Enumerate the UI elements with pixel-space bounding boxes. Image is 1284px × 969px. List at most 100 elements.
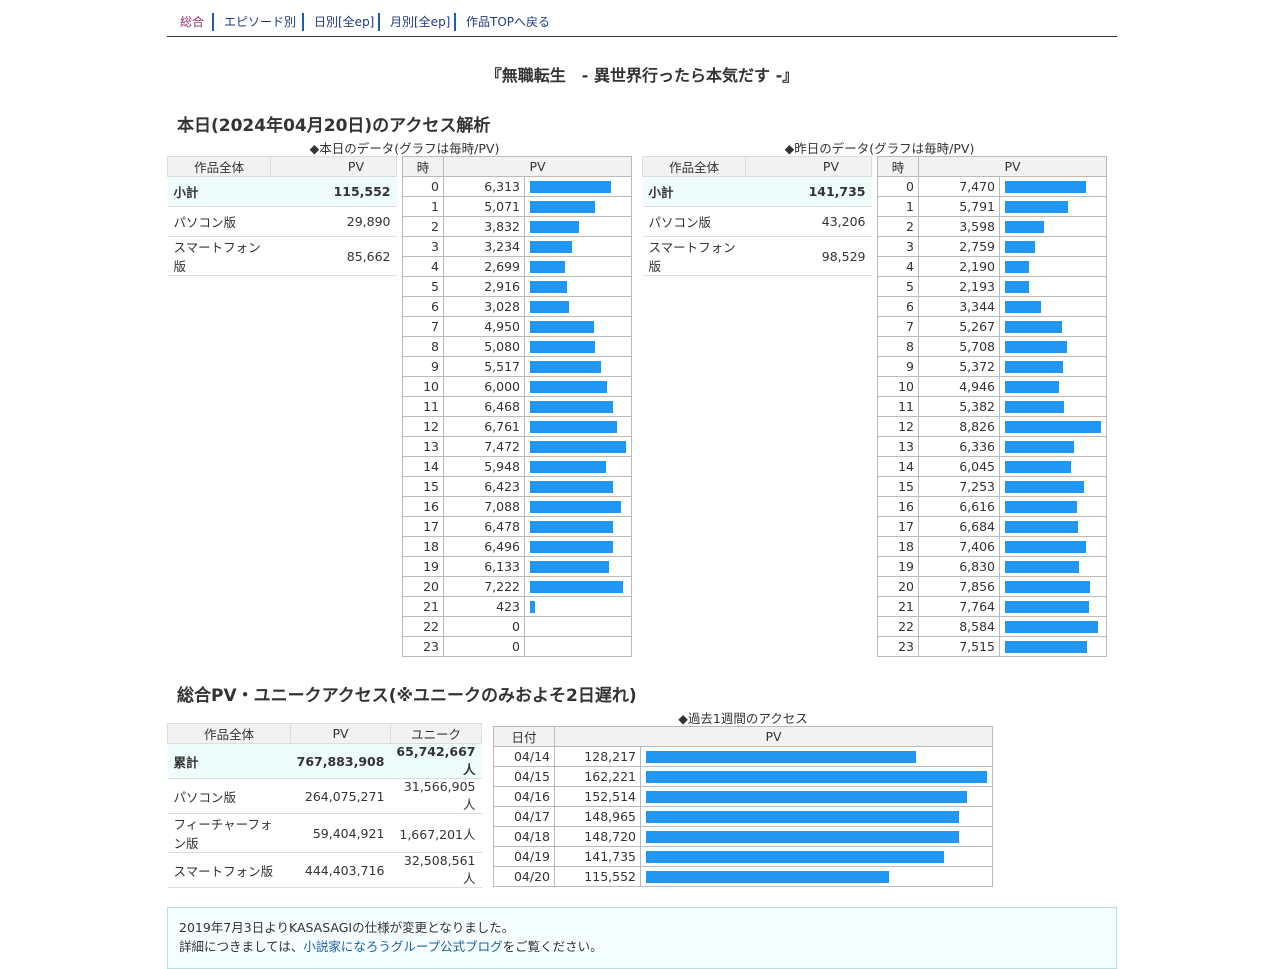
pv-cell: 141,735 [554, 846, 641, 867]
notice-line2: 詳細につきましては、小説家になろうグループ公式ブログをご覧ください。 [168, 937, 1116, 956]
row-pv: 98,529 [745, 236, 872, 276]
table-row: 10 4,946 [877, 376, 1107, 397]
table-row: 14 6,045 [877, 456, 1107, 477]
col-header-work: 作品全体 [166, 723, 292, 744]
today-hourly-table: 時 PV 0 6,313 1 5,071 2 3,832 3 3,234 4 2,699 5 2,916 6… [402, 156, 632, 657]
nav-back-to-top[interactable]: 作品TOPへ戻る [454, 13, 560, 31]
pv-cell: 2,759 [918, 236, 1000, 257]
table-row: 04/15 162,221 [493, 766, 993, 787]
nav-episode[interactable]: エピソード別 [212, 13, 306, 31]
bar-cell [999, 356, 1107, 377]
col-header-work: 作品全体 [166, 156, 272, 177]
row-unique: 31,566,905人 [390, 778, 482, 814]
hour-cell: 22 [877, 616, 919, 637]
bar-cell [999, 236, 1107, 257]
pv-cell: 162,221 [554, 766, 641, 787]
pv-cell: 4,950 [443, 316, 525, 337]
pv-cell: 6,478 [443, 516, 525, 537]
pv-cell: 7,515 [918, 636, 1000, 657]
hour-cell: 12 [877, 416, 919, 437]
pv-bar [1005, 280, 1029, 293]
table-row: 5 2,916 [402, 276, 632, 297]
bar-cell [999, 456, 1107, 477]
today-caption: ◆本日のデータ(グラフは毎時/PV) [309, 141, 500, 156]
col-header-unique: ユニーク [389, 723, 483, 744]
hour-cell: 5 [877, 276, 919, 297]
hour-cell: 10 [402, 376, 444, 397]
hour-cell: 7 [877, 316, 919, 337]
hour-cell: 9 [877, 356, 919, 377]
table-row: 22 0 [402, 616, 632, 637]
bar-cell [524, 476, 632, 497]
table-row: 20 7,222 [402, 576, 632, 597]
bar-cell [524, 176, 632, 197]
pv-cell: 3,832 [443, 216, 525, 237]
bar-cell [999, 256, 1107, 277]
hour-cell: 14 [402, 456, 444, 477]
table-row: 22 8,584 [877, 616, 1107, 637]
table-row: 23 7,515 [877, 636, 1107, 657]
nav-daily[interactable]: 日別[全ep] [302, 13, 384, 31]
pv-bar [1005, 300, 1041, 313]
pv-bar [1005, 260, 1029, 273]
blog-link[interactable]: 小説家になろうグループ公式ブログ [303, 939, 503, 954]
nav-overall[interactable]: 総合 [180, 15, 205, 29]
row-pv: 85,662 [270, 236, 397, 276]
table-row: 11 6,468 [402, 396, 632, 417]
table-row: 3 2,759 [877, 236, 1107, 257]
bar-cell [999, 376, 1107, 397]
pv-bar [1005, 440, 1074, 453]
table-row: 04/17 148,965 [493, 806, 993, 827]
table-row: 11 5,382 [877, 396, 1107, 417]
row-label: 小計 [642, 176, 746, 207]
hour-cell: 6 [402, 296, 444, 317]
bar-cell [640, 786, 993, 807]
table-row: 小計 141,735 [642, 176, 872, 207]
pv-cell: 6,468 [443, 396, 525, 417]
yesterday-caption: ◆昨日のデータ(グラフは毎時/PV) [784, 141, 975, 156]
bar-cell [640, 826, 993, 847]
table-row: 17 6,478 [402, 516, 632, 537]
week-table: 日付 PV 04/14 128,217 04/15 162,221 04/16 152,514… [493, 726, 993, 887]
pv-cell: 7,472 [443, 436, 525, 457]
pv-cell: 6,830 [918, 556, 1000, 577]
hour-cell: 0 [402, 176, 444, 197]
hour-cell: 13 [877, 436, 919, 457]
pv-bar [1005, 560, 1079, 573]
row-label: パソコン版 [167, 778, 291, 814]
table-row: 21 7,764 [877, 596, 1107, 617]
pv-cell: 3,598 [918, 216, 1000, 237]
row-unique: 1,667,201人 [390, 813, 482, 853]
hour-cell: 22 [402, 616, 444, 637]
bar-cell [524, 436, 632, 457]
date-cell: 04/19 [493, 846, 555, 867]
table-row: 18 6,496 [402, 536, 632, 557]
bar-cell [999, 296, 1107, 317]
bar-cell [524, 496, 632, 517]
hour-cell: 15 [877, 476, 919, 497]
table-row: 12 6,761 [402, 416, 632, 437]
pv-cell: 6,045 [918, 456, 1000, 477]
hour-cell: 12 [402, 416, 444, 437]
hour-cell: 8 [402, 336, 444, 357]
table-row: 7 4,950 [402, 316, 632, 337]
pv-bar [530, 240, 572, 253]
table-row: 12 8,826 [877, 416, 1107, 437]
hour-cell: 5 [402, 276, 444, 297]
hour-cell: 10 [877, 376, 919, 397]
pv-cell: 7,088 [443, 496, 525, 517]
pv-bar [1005, 320, 1062, 333]
table-row: パソコン版 264,075,271 31,566,905人 [167, 778, 482, 814]
pv-cell: 6,336 [918, 436, 1000, 457]
row-label: スマートフォン版 [167, 852, 291, 888]
table-row: スマートフォン版 98,529 [642, 236, 872, 276]
col-header-pv: PV [918, 156, 1107, 177]
pv-cell: 8,584 [918, 616, 1000, 637]
pv-bar [530, 260, 565, 273]
bar-cell [524, 416, 632, 437]
nav-monthly[interactable]: 月別[全ep] [378, 13, 460, 31]
row-pv: 264,075,271 [290, 778, 391, 814]
notice-line1: 2019年7月3日よりKASASAGIの仕様が変更となりました。 [179, 920, 515, 935]
pv-cell: 8,826 [918, 416, 1000, 437]
pv-cell: 6,423 [443, 476, 525, 497]
